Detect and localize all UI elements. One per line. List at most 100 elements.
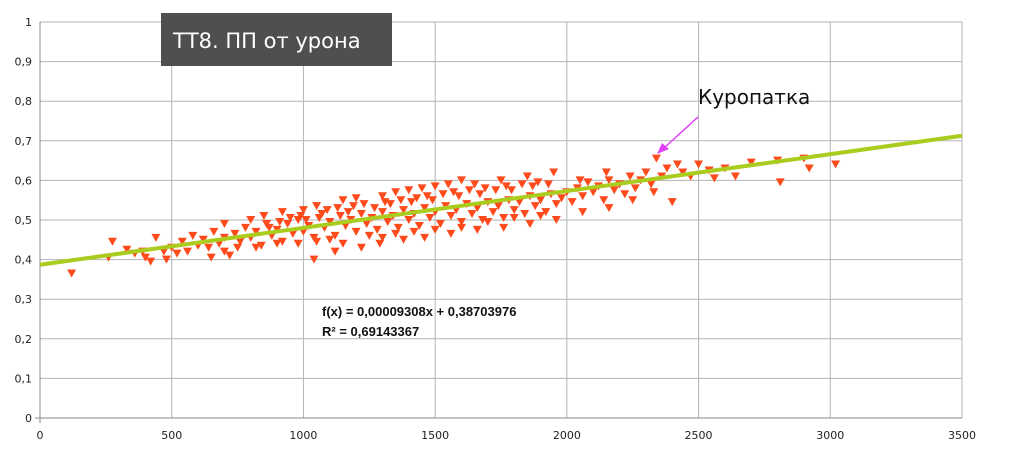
- data-point: [662, 164, 672, 173]
- data-point: [449, 188, 459, 197]
- data-point: [528, 182, 538, 191]
- data-point: [678, 168, 688, 177]
- y-tick-label: 0,6: [15, 174, 33, 187]
- data-point: [446, 229, 456, 238]
- data-point: [285, 214, 295, 223]
- grid-lines: [39, 21, 963, 419]
- data-point: [317, 210, 327, 219]
- data-point: [393, 223, 403, 232]
- data-point: [325, 217, 335, 226]
- data-point: [530, 202, 540, 211]
- data-point: [251, 243, 261, 252]
- data-point: [533, 178, 543, 187]
- chart-title-box: ТТ8. ПП от урона: [161, 13, 392, 66]
- equation-text: f(x) = 0,00009308x + 0,38703976: [322, 304, 516, 319]
- data-point: [420, 204, 430, 213]
- data-point: [575, 176, 585, 185]
- data-point: [499, 223, 509, 232]
- data-point: [264, 223, 274, 232]
- data-point: [122, 245, 132, 254]
- data-point: [525, 219, 535, 228]
- data-point: [219, 247, 229, 256]
- data-point: [312, 202, 322, 211]
- data-point: [501, 182, 511, 191]
- data-point: [456, 217, 466, 226]
- data-point: [578, 208, 588, 217]
- y-tick-label: 0,7: [15, 135, 33, 148]
- data-point: [183, 247, 193, 256]
- data-point: [259, 212, 269, 221]
- data-point: [583, 178, 593, 187]
- data-point: [541, 208, 551, 217]
- y-tick-labels: 0 0,1 0,2 0,3 0,4 0,5 0,6 0,7 0,8 0,9 1: [15, 16, 33, 425]
- data-point: [146, 257, 156, 266]
- title-background: [161, 13, 392, 66]
- data-point: [107, 237, 117, 246]
- data-point: [351, 194, 361, 203]
- data-point: [804, 164, 814, 173]
- data-point: [467, 210, 477, 219]
- data-point: [428, 196, 438, 205]
- data-point: [430, 182, 440, 191]
- y-tick-label: 0,5: [15, 214, 33, 227]
- data-point: [151, 233, 161, 242]
- data-point: [362, 219, 372, 228]
- data-point: [430, 225, 440, 234]
- data-point: [509, 214, 519, 223]
- data-point: [404, 186, 414, 195]
- data-point: [588, 188, 598, 197]
- data-point: [206, 253, 216, 262]
- data-point: [443, 180, 453, 189]
- data-point: [420, 233, 430, 242]
- data-point: [377, 233, 387, 242]
- data-point: [509, 206, 519, 215]
- data-point: [746, 158, 756, 167]
- data-point: [567, 198, 577, 207]
- y-tick-label: 0,1: [15, 372, 33, 385]
- data-point: [330, 231, 340, 240]
- y-tick-label: 0,4: [15, 254, 33, 267]
- data-point: [549, 168, 559, 177]
- data-point: [496, 176, 506, 185]
- x-tick-label: 1000: [289, 429, 317, 442]
- data-point: [472, 204, 482, 213]
- x-tick-label: 500: [161, 429, 182, 442]
- data-point: [649, 188, 659, 197]
- data-point: [240, 223, 250, 232]
- data-point: [520, 210, 530, 219]
- data-point: [551, 200, 561, 209]
- data-point: [275, 217, 285, 226]
- data-point: [309, 255, 319, 264]
- data-point: [464, 186, 474, 195]
- data-point: [209, 227, 219, 236]
- data-point: [391, 188, 401, 197]
- data-point: [446, 212, 456, 221]
- y-tick-label: 0,2: [15, 333, 33, 346]
- data-point: [325, 235, 335, 244]
- y-tick-label: 1: [25, 16, 32, 29]
- data-point: [641, 168, 651, 177]
- annotation-arrow-line: [663, 116, 699, 149]
- data-point: [667, 198, 677, 207]
- data-point: [370, 204, 380, 213]
- data-point: [335, 212, 345, 221]
- data-point: [831, 160, 841, 169]
- y-tick-label: 0,3: [15, 293, 33, 306]
- data-point: [140, 253, 150, 262]
- data-point: [204, 243, 214, 252]
- data-point: [470, 180, 480, 189]
- x-tick-label: 2500: [685, 429, 713, 442]
- data-point: [483, 217, 493, 226]
- data-point: [472, 225, 482, 234]
- data-point: [359, 200, 369, 209]
- data-point: [383, 217, 393, 226]
- data-point: [235, 237, 245, 246]
- data-point: [646, 180, 656, 189]
- data-point: [230, 229, 240, 238]
- data-point: [298, 206, 308, 215]
- data-point: [399, 235, 409, 244]
- data-point: [514, 198, 524, 207]
- data-point: [609, 186, 619, 195]
- data-point: [488, 208, 498, 217]
- data-point: [172, 249, 182, 258]
